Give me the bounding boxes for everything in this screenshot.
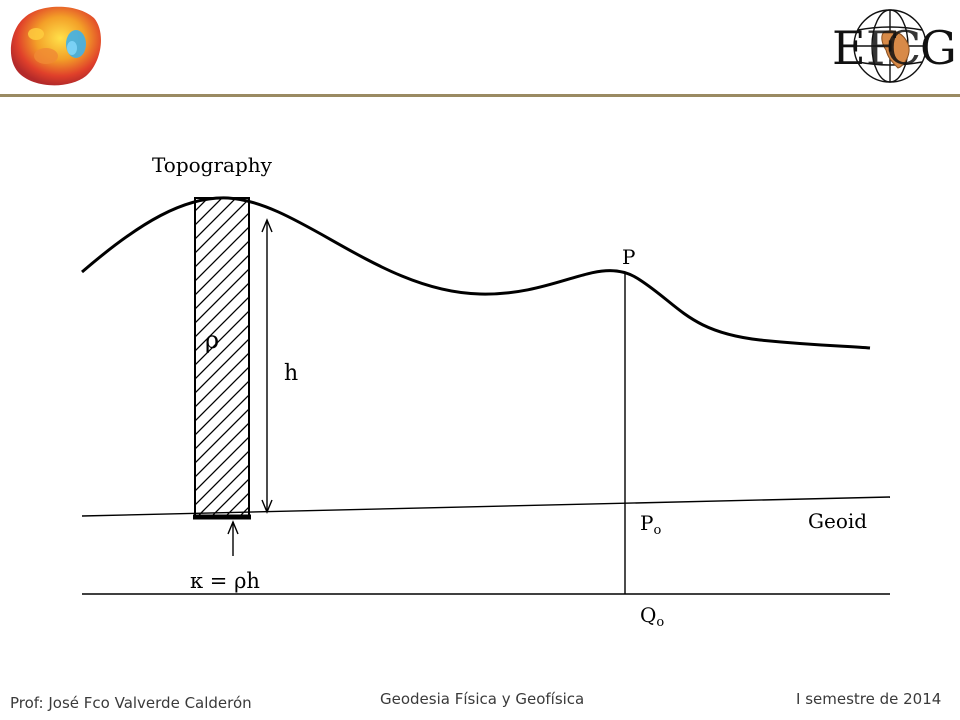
footer-semester: I semestre de 2014 [796, 690, 942, 708]
rho-label: ρ [205, 326, 219, 354]
p-label: P [622, 245, 635, 269]
geoid-globe-logo [10, 6, 101, 86]
header-rule [0, 94, 960, 97]
topography-label: Topography [152, 153, 273, 177]
po-label: Po [640, 511, 661, 538]
geoid-line [81, 496, 891, 517]
qo-label: Qo [640, 603, 664, 630]
footer-author: Prof: José Fco Valverde Calderón [10, 694, 252, 712]
efcg-logo-text: E [832, 21, 866, 75]
topography-curve [81, 196, 871, 350]
footer-course: Geodesia Física y Geofísica [380, 690, 585, 708]
svg-text:F: F [866, 21, 898, 75]
geoid-label: Geoid [808, 509, 867, 533]
efcg-logo: E F C G [832, 9, 956, 83]
kappa-label: κ = ρh [190, 569, 260, 593]
mass-column [194, 197, 250, 517]
svg-text:G: G [920, 21, 956, 75]
h-label: h [284, 361, 298, 386]
svg-text:C: C [886, 21, 921, 75]
